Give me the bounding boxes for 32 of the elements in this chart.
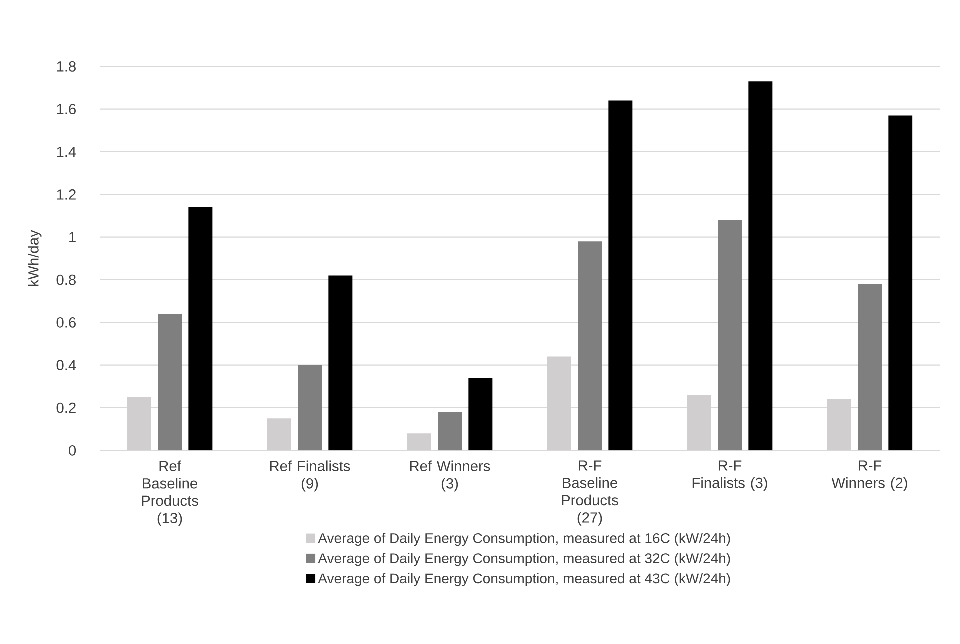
x-tick-label: R-F Finalists (3) — [692, 460, 768, 492]
bar — [188, 207, 213, 451]
x-tick-label: Ref Finalists (9) — [270, 460, 350, 492]
x-tick-label: R-F Winners (2) — [832, 460, 908, 492]
y-tick-label: 0 — [69, 445, 76, 456]
legend-label: Average of Daily Energy Consumption, measured at 16C (kW/24h) — [318, 533, 730, 546]
y-tick-label: 1.2 — [57, 190, 76, 200]
bar — [748, 82, 773, 451]
bar — [858, 284, 882, 451]
x-tick-label: R-F Baseline Products (27) — [562, 460, 618, 526]
y-axis-title: kWh/day — [28, 230, 42, 286]
bar — [328, 276, 353, 451]
bar — [158, 314, 182, 451]
x-tick-label: Ref Winners (3) — [410, 460, 490, 492]
y-tick-label: 0.2 — [56, 402, 76, 414]
y-tick-label: 1.8 — [57, 61, 76, 72]
y-tick-label: 1.6 — [57, 104, 76, 115]
y-tick-label: 0.8 — [56, 274, 76, 286]
bar — [468, 378, 493, 451]
bar — [298, 365, 322, 451]
legend-label: Average of Daily Energy Consumption, measured at 32C (kW/24h) — [318, 553, 730, 566]
y-tick-label: 1 — [70, 232, 76, 242]
bar — [718, 220, 742, 451]
y-tick-label: 0.6 — [56, 317, 76, 328]
legend-label: Average of Daily Energy Consumption, measured at 43C (kW/24h) — [318, 573, 730, 586]
y-tick-label: 0.4 — [56, 360, 76, 371]
x-tick-label: Ref Baseline Products (13) — [142, 460, 198, 526]
bar — [578, 242, 602, 451]
y-tick-label: 1.4 — [57, 146, 76, 158]
bar — [888, 116, 913, 451]
bar — [438, 412, 462, 451]
bar — [608, 100, 633, 451]
